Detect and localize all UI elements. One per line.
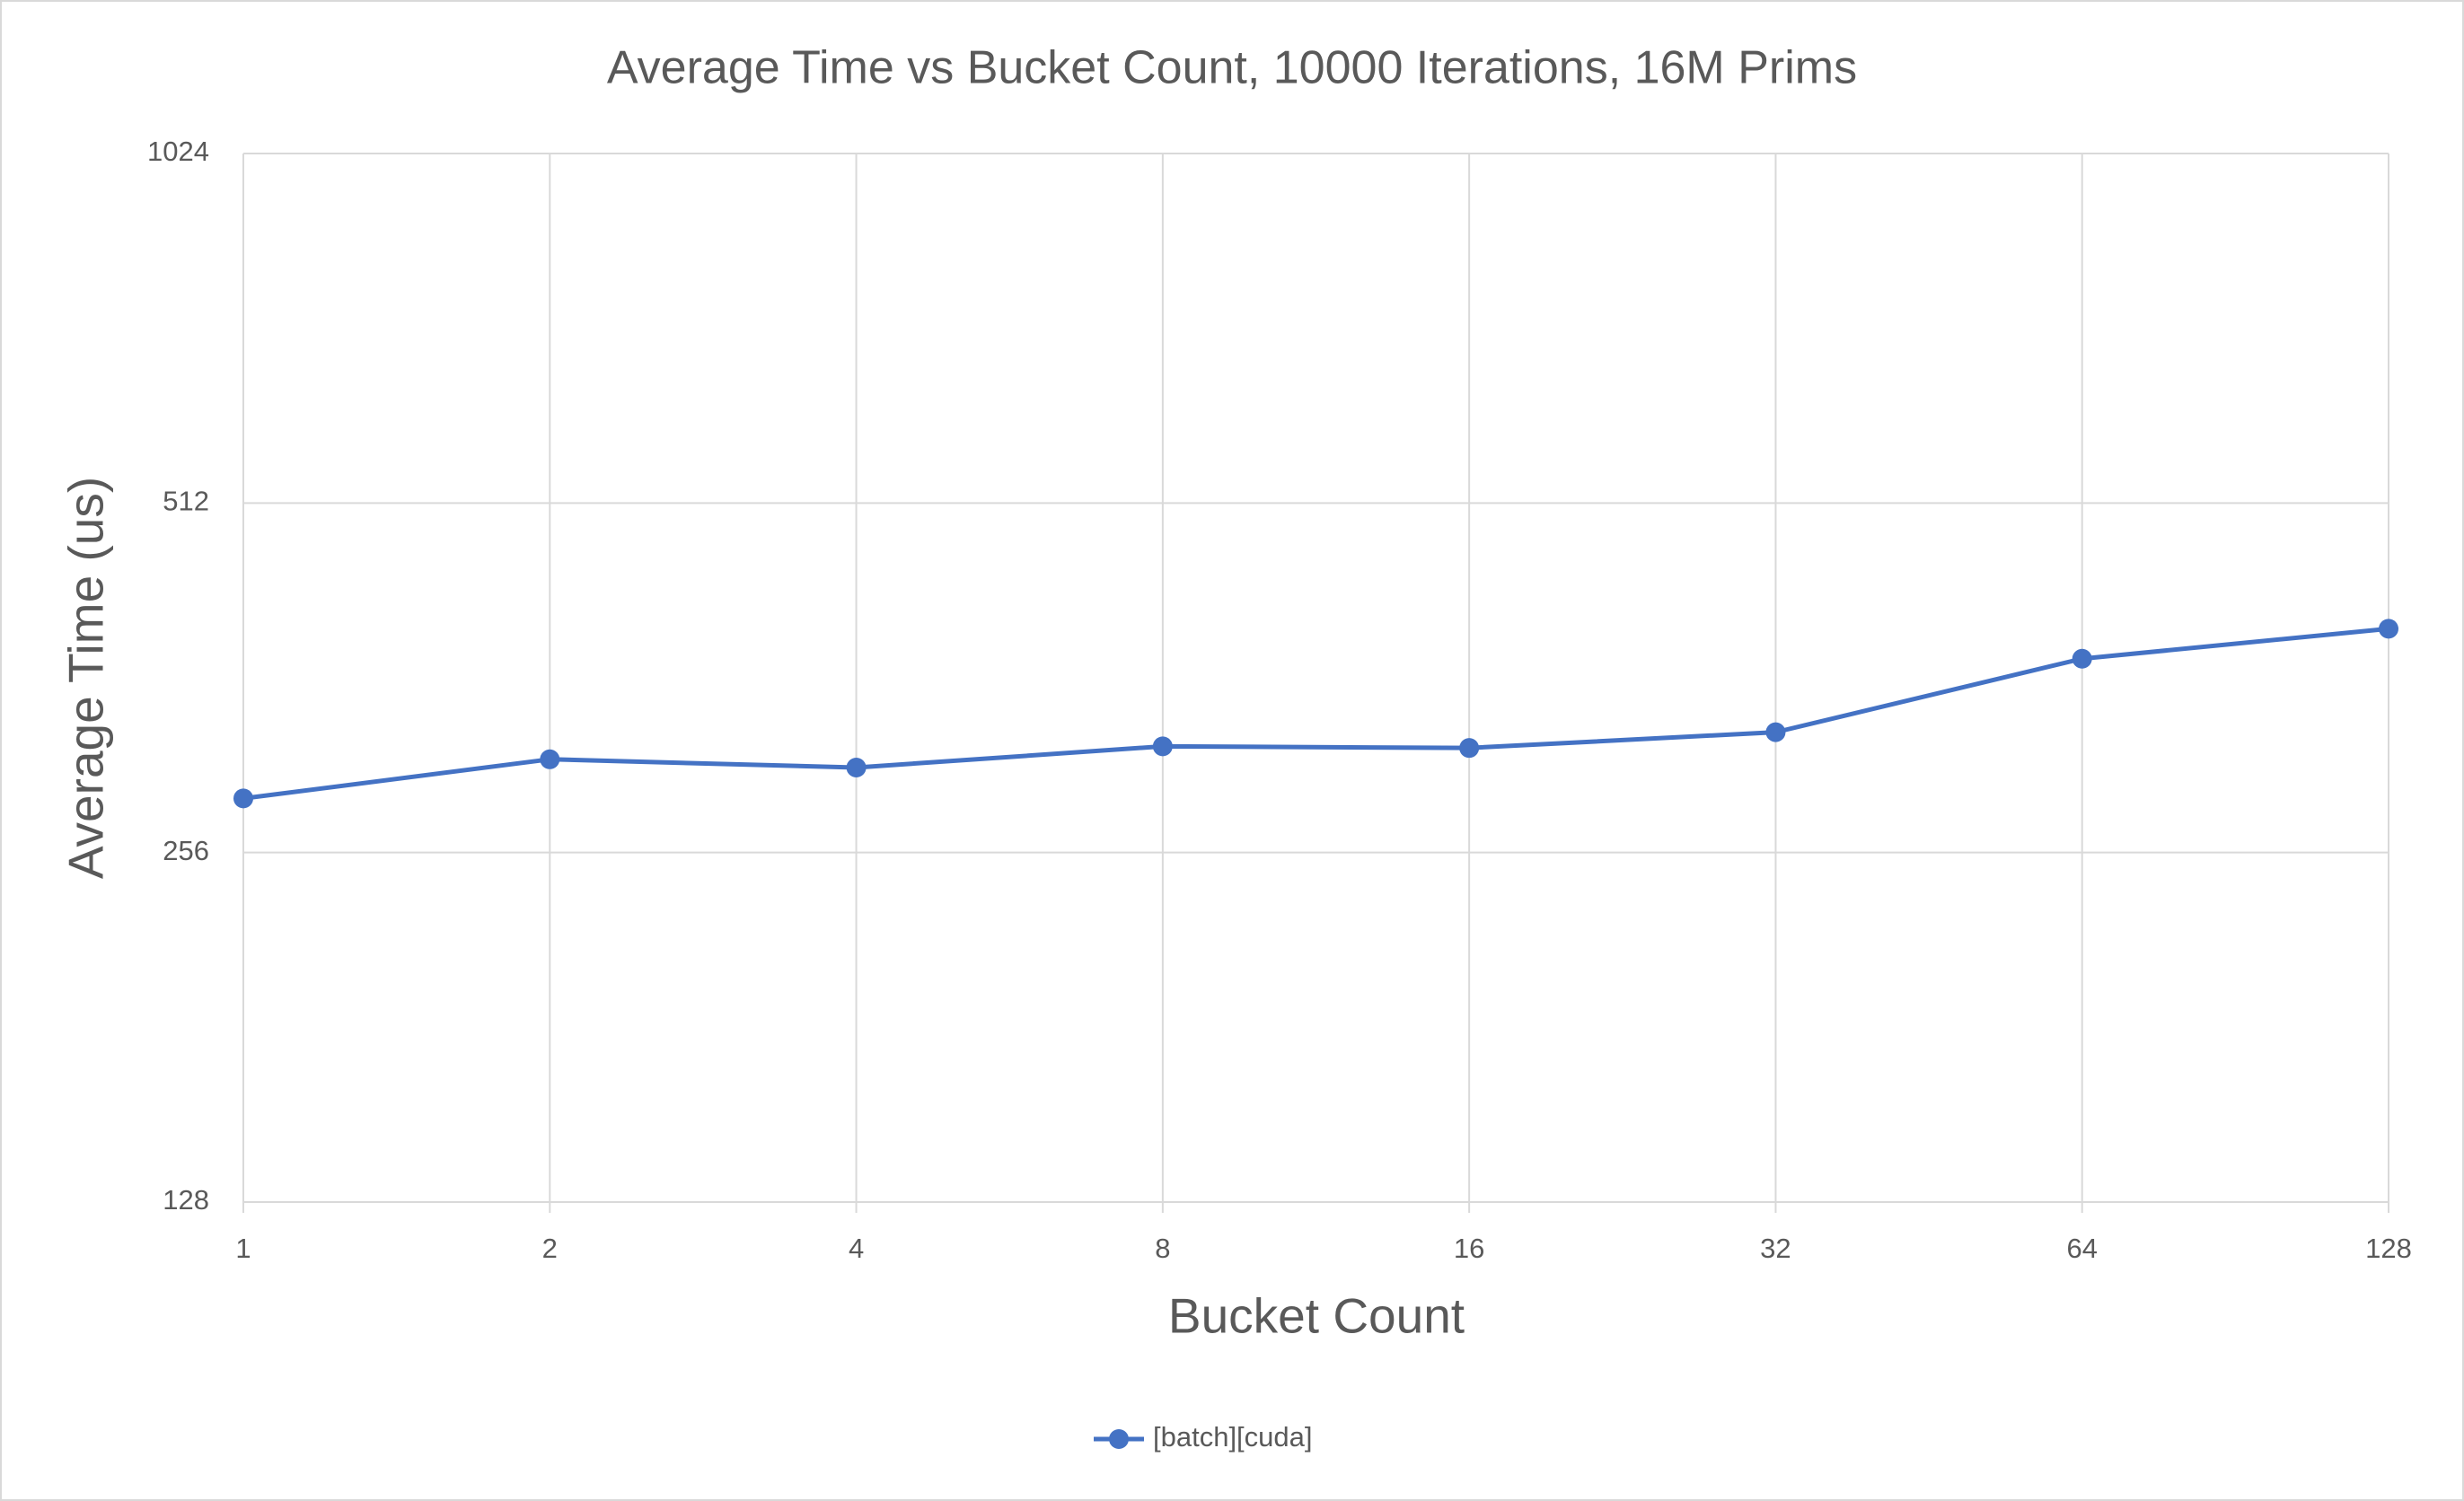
data-point [540, 749, 560, 769]
x-tick-label: 16 [1454, 1233, 1484, 1264]
x-tick-label: 64 [2066, 1233, 2097, 1264]
y-tick-label: 512 [163, 486, 209, 517]
y-axis-title: Average Time (us) [58, 477, 114, 879]
data-point [1152, 736, 1173, 757]
x-tick-label: 32 [1760, 1233, 1791, 1264]
x-tick-label: 1 [235, 1233, 251, 1264]
chart-title: Average Time vs Bucket Count, 10000 Iter… [607, 42, 1857, 94]
x-tick-label: 128 [2365, 1233, 2412, 1264]
data-point [233, 788, 253, 809]
data-point [2072, 648, 2092, 669]
data-point [1459, 738, 1480, 759]
legend-label: [batch][cuda] [1153, 1421, 1313, 1453]
legend-marker [1109, 1429, 1129, 1449]
x-tick-label: 2 [542, 1233, 558, 1264]
x-axis-title: Bucket Count [1168, 1288, 1465, 1344]
x-tick-label: 4 [849, 1233, 864, 1264]
series-line [242, 626, 2389, 801]
y-tick-label: 1024 [147, 136, 209, 167]
y-tick-label: 256 [163, 835, 209, 866]
data-point [1765, 722, 1786, 742]
data-point [2379, 619, 2398, 639]
data-point [846, 757, 867, 777]
x-tick-label: 8 [1155, 1233, 1170, 1264]
y-tick-label: 128 [163, 1184, 209, 1216]
